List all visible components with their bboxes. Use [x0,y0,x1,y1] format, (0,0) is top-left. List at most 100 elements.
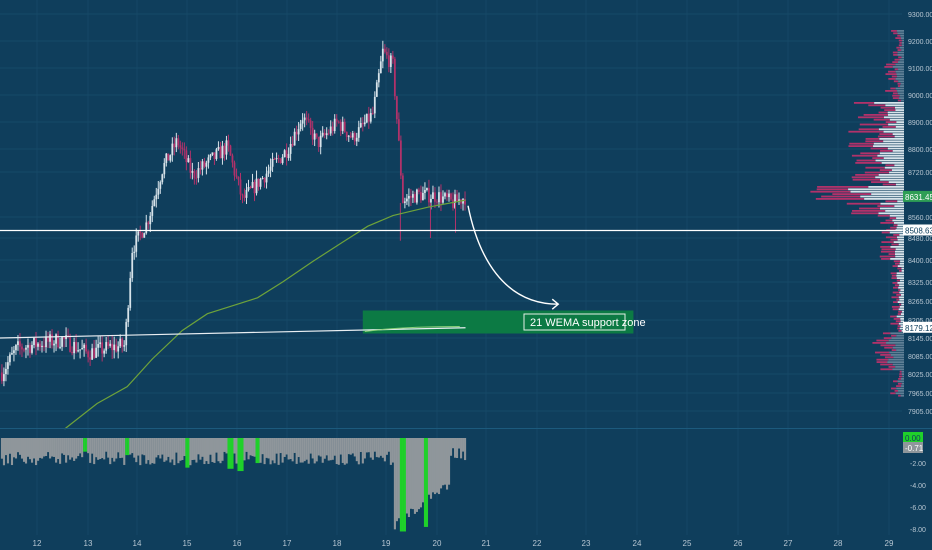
volume-profile-bar-up [897,92,904,95]
oscillator-bar [201,438,204,457]
candle-body [125,322,128,346]
volume-profile-bar-down [899,370,902,373]
candle-body [111,343,114,351]
oscillator-axis[interactable]: -2.00 -4.00 -6.00 -8.00 [910,461,926,534]
candle-body [269,166,272,171]
candle-body [416,189,418,203]
candle-body [462,199,464,204]
osc-tick-label: -8.00 [910,527,926,534]
time-tick-label: 22 [533,539,542,548]
volume-profile-bar-up [901,270,904,272]
support-zone-label-box [523,313,626,331]
volume-profile-bar-down [894,284,900,287]
candle-body [412,194,414,198]
candle-body [79,349,82,351]
oscillator-bar [161,438,164,455]
candle-body [285,150,288,159]
candle-body [201,161,204,170]
oscillator-bar [305,438,308,460]
volume-profile-bar-up [900,320,904,323]
time-tick-label: 13 [84,539,93,548]
candle-body [85,344,88,352]
price-axis[interactable]: 9300.00 9200.00 9100.00 9000.00 8900.00 8800.… [908,12,932,416]
volume-profile-bar-up [892,346,904,349]
oscillator-bar [93,438,96,465]
candle-body [195,177,198,179]
candle-body [177,138,180,146]
volume-profile-bar-up [875,176,904,179]
oscillator-bar [241,438,244,472]
candle-body [25,347,27,350]
oscillator-bar [20,438,24,459]
time-axis[interactable]: 12 13 14 15 16 17 18 19 20 21 22 23 24 25 26 27 28 29 [33,539,894,548]
time-tick-label: 16 [233,539,242,548]
candle-body [157,188,160,195]
support-zone[interactable] [362,310,634,334]
volume-profile-bar-down [817,186,869,188]
oscillator-bar [26,438,30,457]
candle-body [263,177,266,183]
candle-body [131,252,134,279]
oscillator-bar [227,438,230,469]
candle-body [103,350,106,354]
volume-profile-bar-down [880,368,893,371]
oscillator-bar [287,438,290,460]
candle-body [424,189,426,193]
price-tick-label: 8560.00 [908,215,932,222]
candle-body [464,199,466,205]
candle-body [69,336,71,352]
oscillator-bar [141,438,144,455]
volume-profile-bar-down [859,123,889,126]
candle-body [221,145,224,159]
oscillator-bar [339,438,342,455]
volume-profile-bar-up [884,166,904,169]
candle-body [189,158,192,173]
volume-profile-bar-down [859,207,880,210]
price-tick-label: 8205.00 [908,318,932,325]
oscillator-bar [6,438,10,464]
candle-body [217,146,220,150]
oscillator-bar [205,438,208,462]
volume-profile-bar-up [894,250,904,253]
candle-body [409,195,412,198]
candle-body [105,342,108,351]
time-tick-label: 24 [633,539,642,548]
oscillator-bar [333,438,336,456]
oscillator-bar [101,438,104,459]
oscillator-bar [460,438,463,459]
candle-body [227,140,230,146]
oscillator-bar [55,438,58,463]
candle-body [161,174,164,183]
price-tick-label: 8325.00 [908,280,932,287]
oscillator-bar [235,438,238,464]
candle-body [291,143,294,146]
candle-body [321,132,324,136]
volume-profile-bar-down [857,116,884,119]
oscillator-bar [77,438,80,457]
candle-body [139,231,142,234]
volume-profile-bar-down [882,126,896,128]
volume-profile-bar-down [897,85,901,87]
volume-profile-bar-up [900,318,904,320]
candle-body [197,168,200,178]
volume-profile-bar-down [873,118,890,121]
candle-body [57,334,59,348]
volume-profile-bar-down [885,200,898,203]
oscillator-bar [259,438,262,463]
candle-body [407,195,410,199]
volume-profile-bar-down [880,354,891,356]
candle-body [151,206,154,216]
candle-body [173,143,176,148]
oscillator-bar [71,438,74,458]
candle-body [231,155,234,163]
oscillator-bar [91,438,94,454]
time-tick-label: 27 [784,539,793,548]
candle-body [215,149,218,159]
oscillator-bar [313,438,316,464]
oscillator-bar [24,438,28,464]
price-tick-label: 9000.00 [908,93,932,100]
oscillator-bar [39,438,42,458]
volume-profile-bar-down [884,109,896,111]
volume-profile-bar-up [895,255,904,258]
